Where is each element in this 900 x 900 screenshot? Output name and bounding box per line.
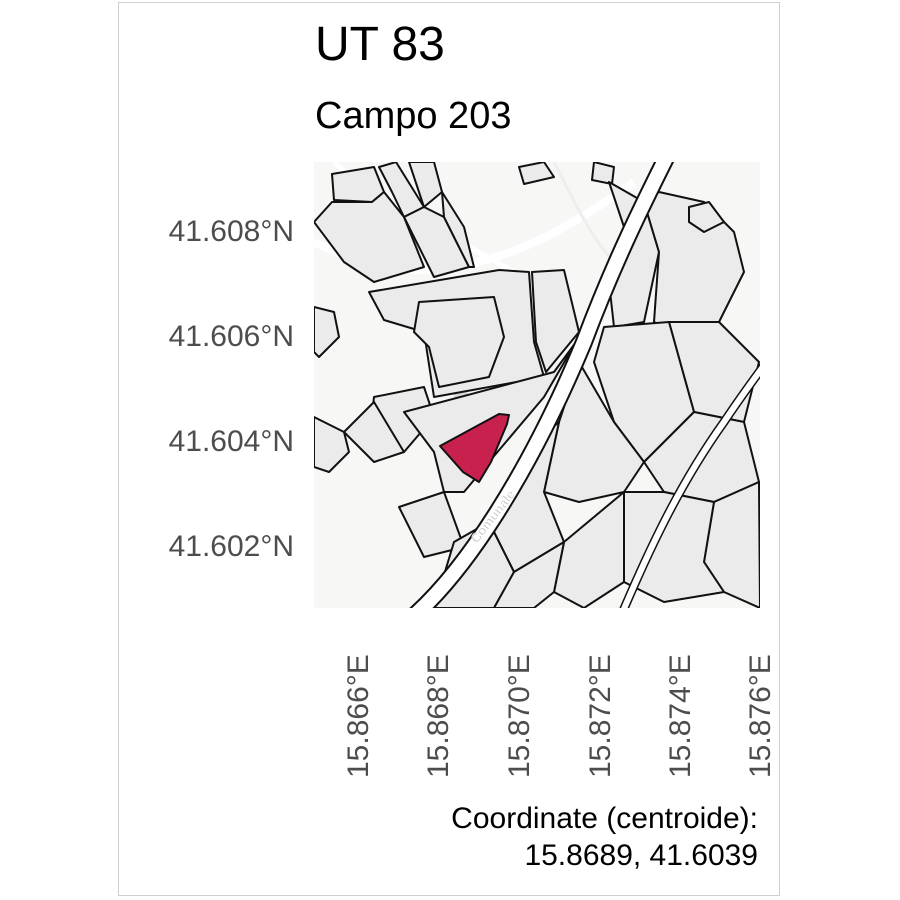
- minor-road: [552, 162, 616, 264]
- map-title: UT 83: [315, 18, 445, 71]
- x-tick-label: 15.872°E: [584, 654, 617, 778]
- coords-value: 15.8689, 41.6039: [524, 839, 758, 872]
- x-tick-label: 15.876°E: [744, 654, 777, 778]
- y-tick-label: 41.604°N: [168, 425, 294, 458]
- x-tick-label: 15.874°E: [664, 654, 697, 778]
- parcel: [343, 401, 405, 463]
- y-tick-label: 41.602°N: [168, 530, 294, 563]
- y-tick-label: 41.608°N: [168, 215, 294, 248]
- parcel: [493, 541, 565, 608]
- centroid-coordinates: Coordinate (centroide): 15.8689, 41.6039: [451, 800, 758, 874]
- map-subtitle: Campo 203: [315, 95, 512, 137]
- parcel: [413, 296, 505, 388]
- y-tick-label: 41.606°N: [168, 320, 294, 353]
- parcel: [591, 162, 615, 185]
- highlighted-parcel: [439, 413, 510, 483]
- x-tick-label: 15.870°E: [503, 654, 536, 778]
- main-road: [412, 162, 672, 608]
- parcel: [331, 166, 385, 203]
- parcel: [314, 416, 350, 473]
- parcel: [441, 191, 475, 268]
- secondary-road: [621, 365, 760, 608]
- x-tick-label: 15.866°E: [342, 654, 375, 778]
- coords-label: Coordinate (centroide):: [451, 802, 758, 835]
- parcel: [518, 162, 555, 185]
- map-panel[interactable]: Comunale: [314, 162, 760, 608]
- parcel: [531, 269, 580, 373]
- parcel: [314, 306, 340, 358]
- x-tick-label: 15.868°E: [422, 654, 455, 778]
- parcel: [688, 201, 725, 233]
